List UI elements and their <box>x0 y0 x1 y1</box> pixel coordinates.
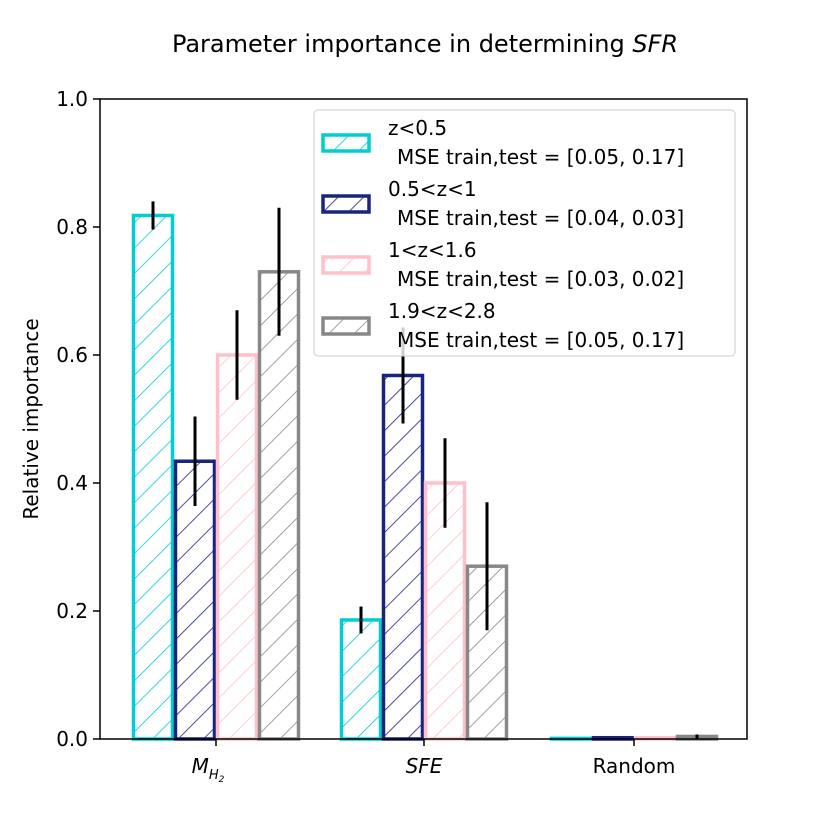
legend-swatch-1 <box>321 194 371 214</box>
bar-3-0 <box>257 270 301 741</box>
x-tick-label: MH2 <box>192 754 225 785</box>
y-tick-label: 0.8 <box>56 215 88 239</box>
legend-label-0: z<0.5 <box>388 116 447 140</box>
bar-0-0 <box>131 213 175 741</box>
legend-mse-3: MSE train,test = [0.05, 0.17] <box>397 328 684 352</box>
y-tick-label: 0.2 <box>56 599 88 623</box>
legend-mse-0: MSE train,test = [0.05, 0.17] <box>397 145 684 169</box>
bar-2-0 <box>215 353 259 741</box>
bar-0-1 <box>339 618 383 741</box>
legend-swatch-2 <box>321 255 371 275</box>
legend-mse-1: MSE train,test = [0.04, 0.03] <box>397 206 684 230</box>
y-tick-label: 1.0 <box>56 87 88 111</box>
y-axis: 0.0 0.2 0.4 0.6 0.8 1.0 <box>56 87 100 751</box>
y-tick-label: 0.4 <box>56 471 88 495</box>
legend: z<0.5 MSE train,test = [0.05, 0.17] 0.5<z<… <box>313 109 736 357</box>
y-tick-label: 0.0 <box>56 727 88 751</box>
x-tick-label: Random <box>593 754 676 778</box>
legend-mse-2: MSE train,test = [0.03, 0.02] <box>397 267 684 291</box>
x-tick-label: SFE <box>406 754 443 778</box>
bar-1-0 <box>173 459 217 741</box>
bar-1-1 <box>381 373 425 741</box>
y-axis-label: Relative importance <box>19 318 43 519</box>
legend-swatch-3 <box>321 316 371 336</box>
legend-label-1: 0.5<z<1 <box>388 177 477 201</box>
chart-title: Parameter importance in determining SFR <box>172 30 678 58</box>
legend-swatch-0 <box>321 133 371 153</box>
legend-frame <box>313 109 736 357</box>
bars-group <box>131 213 719 741</box>
x-axis: MH2 SFE Random <box>192 739 676 785</box>
legend-label-3: 1.9<z<2.8 <box>388 299 496 323</box>
legend-label-2: 1<z<1.6 <box>388 238 477 262</box>
y-tick-label: 0.6 <box>56 343 88 367</box>
